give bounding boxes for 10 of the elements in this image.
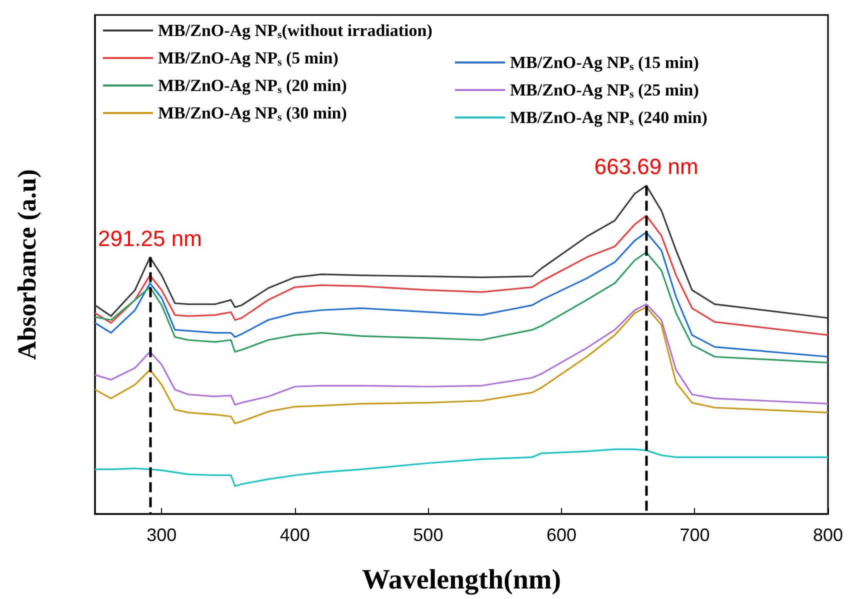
x-tick-label: 300 (146, 525, 177, 545)
x-tick-label: 500 (413, 525, 444, 545)
x-tick-label: 800 (812, 525, 844, 545)
x-axis-title: Wavelength(nm) (362, 564, 562, 596)
x-tick-label: 400 (280, 525, 310, 545)
ref-line-label: 663.69 nm (594, 154, 698, 180)
ref-line-label: 291.25 nm (98, 226, 202, 251)
y-axis-title: Absorbance (a.u) (12, 169, 42, 360)
x-tick-label: 700 (680, 525, 710, 545)
x-tick-label: 600 (546, 525, 576, 545)
